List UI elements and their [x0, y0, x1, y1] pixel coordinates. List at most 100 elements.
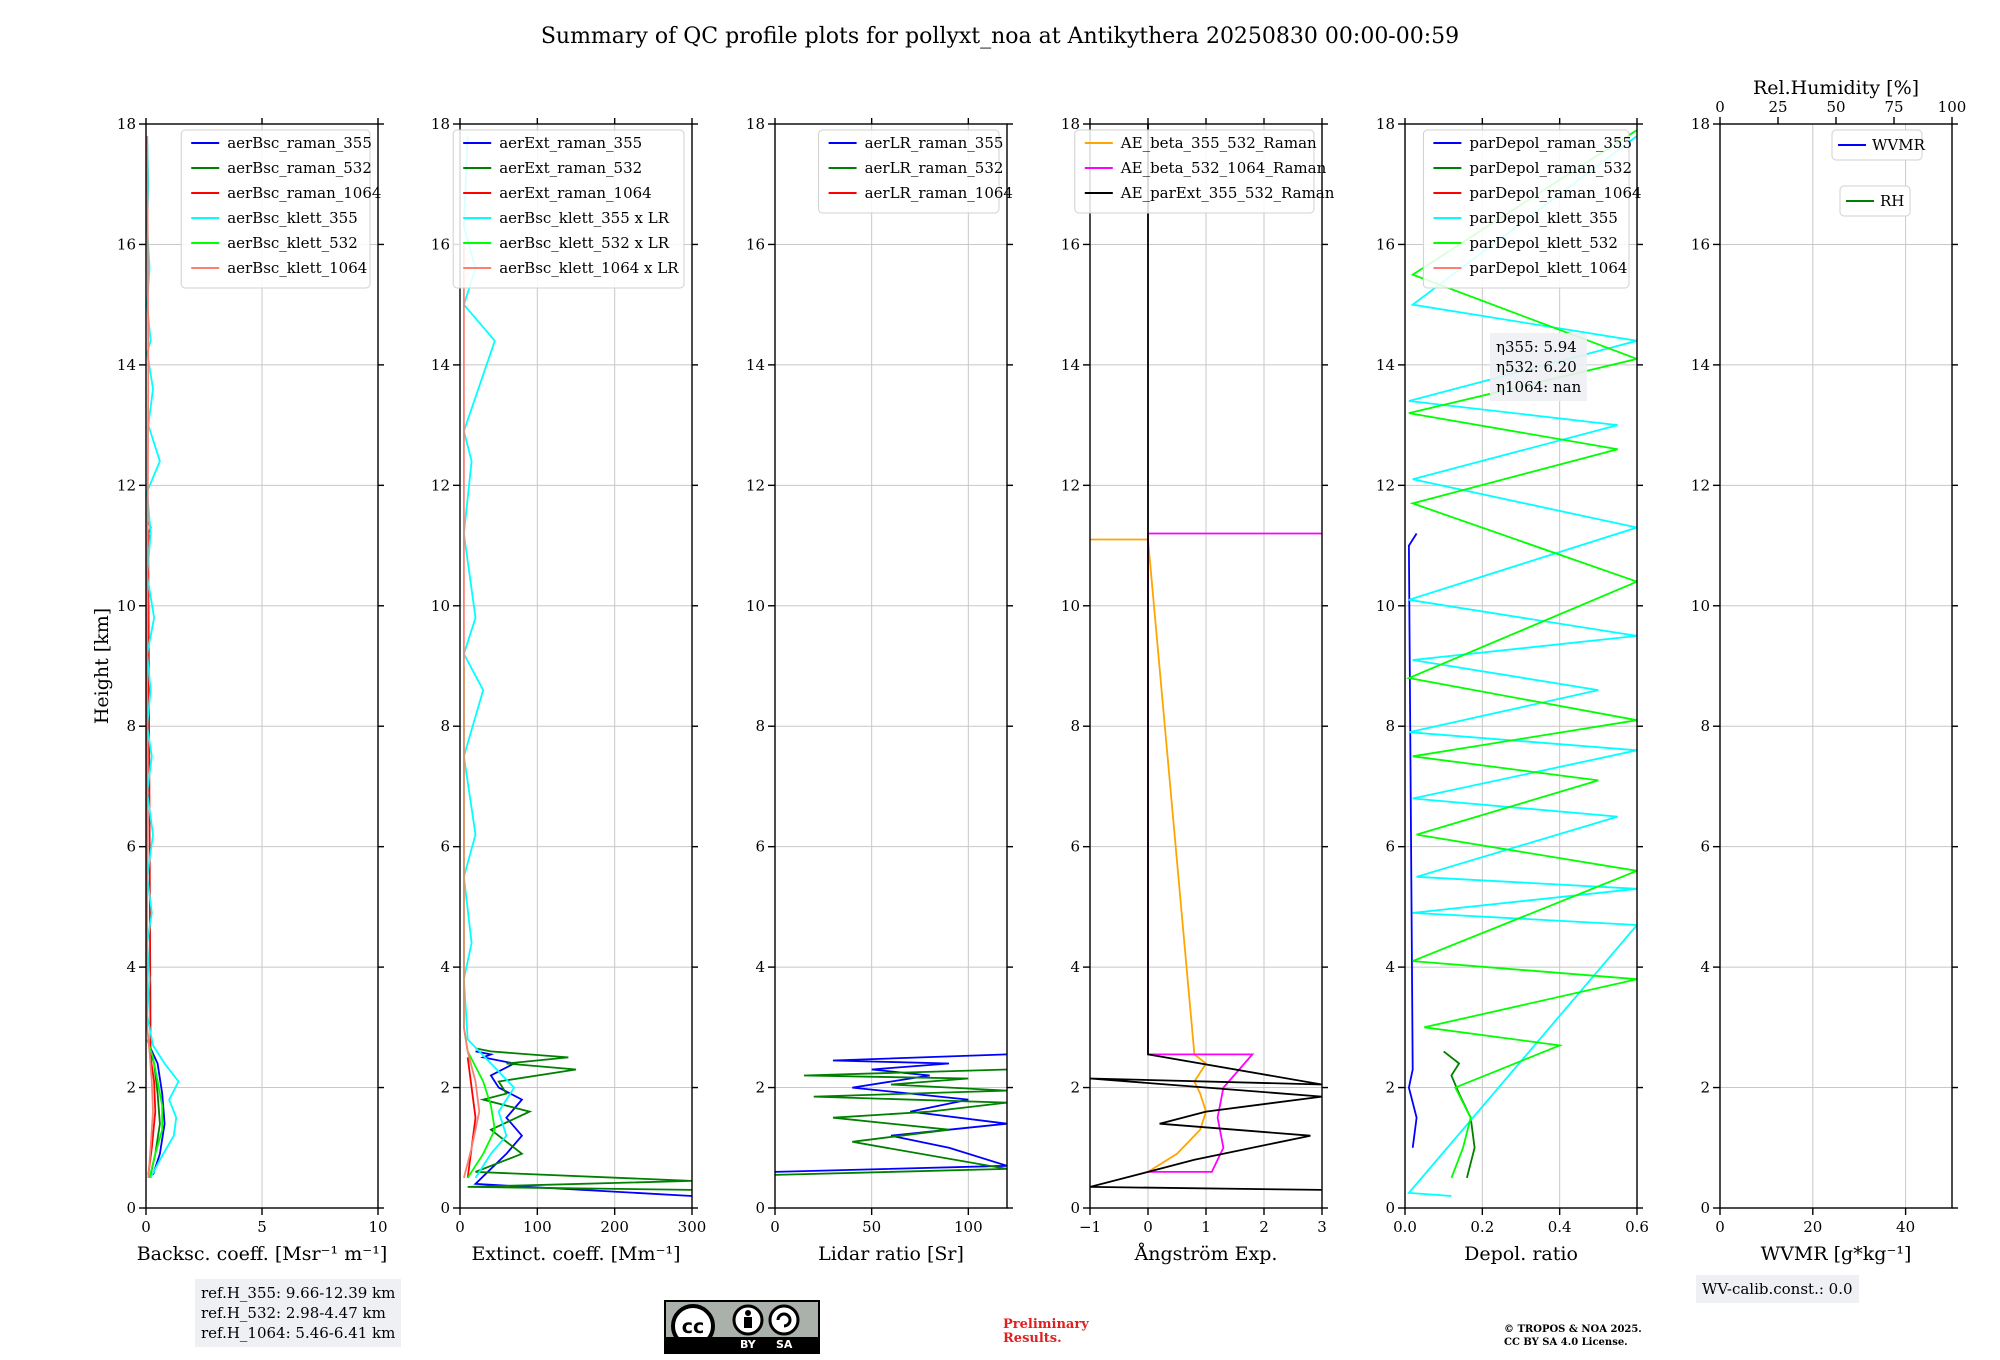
y-tick-label: 14 [1376, 356, 1395, 374]
legend-box [1074, 129, 1315, 214]
y-tick-label: 14 [1061, 356, 1080, 374]
x-tick-label: 100 [523, 1218, 552, 1236]
y-tick-label: 10 [1691, 597, 1710, 615]
x-tick-label: 10 [368, 1218, 387, 1236]
legend-entry: parDepol_raman_355 [1469, 134, 1632, 152]
cc-badge-symbols: cc [671, 1304, 800, 1338]
panel-6: 0 2 4 6 8 10 12 14 16 18 0 20 40 WVMR [g*kg⁻¹] 0 25 50 75… [1691, 77, 1966, 1265]
y-tick-label: 14 [431, 356, 450, 374]
y-tick-label: 0 [1385, 1199, 1395, 1217]
y-tick-label: 8 [1070, 717, 1080, 735]
y-tick-label: 0 [440, 1199, 450, 1217]
x2-tick-label: 0 [1715, 98, 1725, 116]
y-tick-label: 2 [1385, 1079, 1395, 1097]
cc-sa-label: SA [776, 1338, 793, 1351]
x2-tick-label: 100 [1938, 98, 1967, 116]
x-tick-label: 0.6 [1625, 1218, 1649, 1236]
x-tick-label: 40 [1896, 1218, 1915, 1236]
axes-frame [1404, 123, 1638, 1209]
y-tick-label: 18 [117, 115, 136, 133]
x-tick-label: 300 [678, 1218, 707, 1236]
y-tick-label: 2 [126, 1079, 136, 1097]
x2-tick-label: 50 [1826, 98, 1845, 116]
y-tick-label: 16 [117, 235, 136, 253]
x-tick-label: 0 [141, 1218, 151, 1236]
y-tick-label: 4 [755, 958, 765, 976]
x-tick-label: 1 [1201, 1218, 1211, 1236]
copyright-note: © TROPOS & NOA 2025. CC BY SA 4.0 Licens… [1504, 1324, 1642, 1348]
y-tick-label: 12 [1061, 476, 1080, 494]
panel-5: 0 2 4 6 8 10 12 14 16 18 0.0 0.2 0.4 0.6 Depol. ratio p… [1376, 115, 1649, 1265]
panel-1: 0 2 4 6 8 10 12 14 16 18 0 5 10 Backsc. coeff. [Msr⁻¹… [91, 115, 388, 1265]
series-line-parDepol-raman-355 [1407, 533, 1418, 1148]
series-line-parDepol-klett-532 [1405, 129, 1637, 1179]
x2-tick-label: 25 [1768, 98, 1787, 116]
y-tick-label: 2 [755, 1079, 765, 1097]
legend: aerBsc_raman_355 aerBsc_raman_532 aerBsc_r… [180, 129, 381, 289]
x-tick-label: 0 [770, 1218, 780, 1236]
legend-box [180, 129, 371, 289]
y-tick-label: 16 [1691, 235, 1710, 253]
x-axis-label: Backsc. coeff. [Msr⁻¹ m⁻¹] [137, 1243, 388, 1265]
y-tick-label: 12 [746, 476, 765, 494]
series-line-aerExt-raman-532 [467, 1047, 692, 1191]
series-line-AE-beta-532-1064-Raman [1147, 532, 1322, 1173]
legend-entry: AE_beta_355_532_Raman [1120, 134, 1317, 152]
y-tick-label: 14 [117, 356, 136, 374]
legend-box [452, 129, 685, 289]
svg-text:cc: cc [682, 1316, 705, 1338]
eta-355: η355: 5.94 [1496, 338, 1577, 356]
legend-entry: parDepol_klett_532 [1469, 234, 1618, 252]
y-tick-label: 18 [431, 115, 450, 133]
x-axis-label: Ångström Exp. [1134, 1243, 1278, 1265]
y-tick-label: 18 [1691, 115, 1710, 133]
x-axis-label: Lidar ratio [Sr] [818, 1243, 964, 1265]
legend-entry: parDepol_klett_1064 [1469, 259, 1627, 277]
y-tick-label: 10 [746, 597, 765, 615]
x2-axis-label: Rel.Humidity [%] [1753, 77, 1919, 99]
legend-entry: aerBsc_raman_1064 [227, 184, 381, 202]
y-tick-label: 0 [1700, 1199, 1710, 1217]
series-line-aerBsc-klett-532 [146, 1039, 164, 1179]
legend-entry: aerBsc_klett_532 [227, 234, 358, 252]
x-axis-label: WVMR [g*kg⁻¹] [1761, 1243, 1912, 1265]
ref-heights-box: ref.H_355: 9.66-12.39 km ref.H_532: 2.98… [195, 1279, 402, 1347]
y-tick-label: 10 [1376, 597, 1395, 615]
legend-entry: aerLR_raman_532 [865, 159, 1004, 177]
axes-frame [459, 123, 693, 1209]
series-line-aerBsc-klett-355 [146, 135, 180, 1179]
y-axis-label: Height [km] [91, 608, 113, 724]
y-tick-label: 16 [746, 235, 765, 253]
y-tick-label: 10 [1061, 597, 1080, 615]
series-line-aerBsc-klett-1064 [146, 135, 154, 1178]
series-line-aerBsc-raman-355 [149, 1048, 166, 1176]
y-tick-label: 6 [755, 838, 765, 856]
legend: aerLR_raman_355 aerLR_raman_532 aerLR_rama… [818, 129, 1013, 214]
series-line-aerExt-raman-1064 [466, 1057, 477, 1179]
legend-box [1422, 129, 1630, 289]
y-tick-label: 6 [440, 838, 450, 856]
eta-box: η355: 5.94 η532: 6.20 η1064: nan [1490, 333, 1588, 401]
y-tick-label: 8 [1700, 717, 1710, 735]
preliminary-note: Preliminary Results. [1003, 1317, 1089, 1346]
cc-by-label: BY [740, 1338, 756, 1351]
ref-height-1064: ref.H_1064: 5.46-6.41 km [201, 1324, 396, 1342]
ref-height-355: ref.H_355: 9.66-12.39 km [201, 1284, 396, 1302]
y-tick-label: 12 [1376, 476, 1395, 494]
legend-box [818, 129, 1000, 214]
y-tick-label: 0 [1070, 1199, 1080, 1217]
legend-entry: aerBsc_klett_1064 x LR [499, 259, 679, 277]
y-tick-label: 8 [440, 717, 450, 735]
wv-calib-box: WV-calib.const.: 0.0 [1696, 1275, 1859, 1303]
legend-entry: RH [1880, 192, 1904, 210]
x-tick-label: 0 [455, 1218, 465, 1236]
legend-entry: aerBsc_klett_355 [227, 209, 358, 227]
legend-entry: aerLR_raman_1064 [865, 184, 1013, 202]
legend-entry: aerLR_raman_355 [865, 134, 1004, 152]
y-tick-label: 0 [755, 1199, 765, 1217]
legend-entry: aerExt_raman_355 [499, 134, 642, 152]
x-tick-label: 2 [1259, 1218, 1269, 1236]
y-tick-label: 2 [1700, 1079, 1710, 1097]
legend-entry: WVMR [1872, 136, 1926, 154]
